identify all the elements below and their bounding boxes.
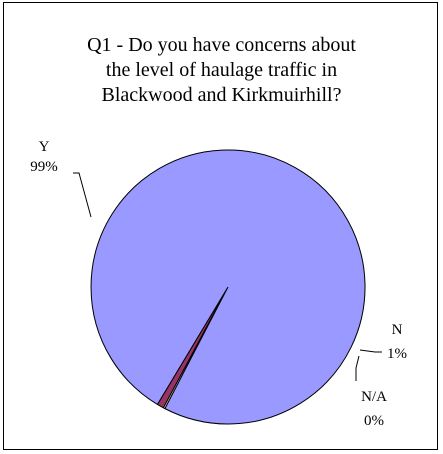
chart-title: Q1 - Do you have concerns about the leve…	[87, 34, 356, 106]
slice-percent-y: 99%	[30, 159, 58, 175]
slice-percent-n: 1%	[387, 346, 407, 362]
leader-line-n	[359, 349, 382, 353]
leader-line-na	[355, 355, 360, 381]
slice-percent-na: 0%	[364, 413, 384, 429]
pie-slice-y	[90, 149, 366, 425]
pie-chart: Y 99% N 1% N/A 0%	[30, 139, 407, 429]
chart-frame: Q1 - Do you have concerns about the leve…	[3, 2, 438, 450]
leader-line-y	[73, 172, 92, 218]
slice-label-n: N	[392, 322, 403, 338]
slice-label-na: N/A	[361, 389, 387, 405]
slice-label-y: Y	[39, 139, 50, 155]
